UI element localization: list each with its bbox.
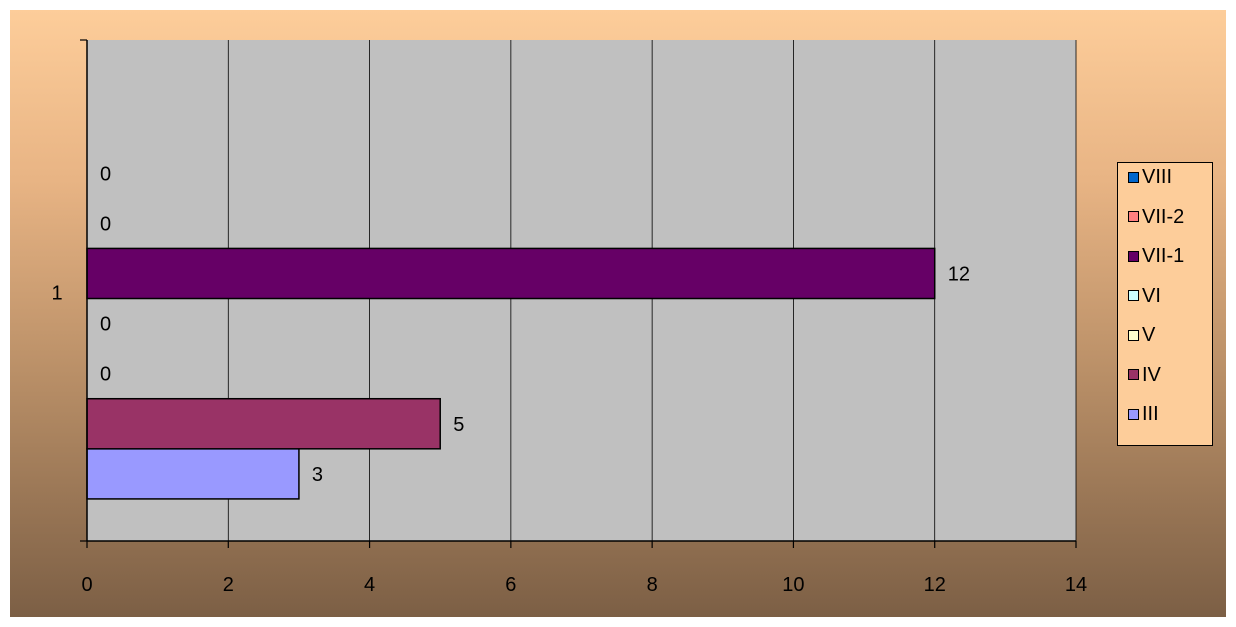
x-tick-label: 6 <box>505 574 516 596</box>
legend-swatch <box>1128 250 1139 262</box>
data-label-III: 3 <box>312 464 323 486</box>
legend-item-VI: VI <box>1128 284 1161 308</box>
data-label-VI: 0 <box>100 314 111 336</box>
data-label-VIII: 0 <box>100 163 111 185</box>
x-tick-label: 8 <box>647 574 658 596</box>
legend-item-V: V <box>1128 323 1155 347</box>
legend-item-VII-1: VII-1 <box>1128 244 1184 268</box>
legend-label: VII-1 <box>1142 245 1185 267</box>
legend-swatch <box>1128 211 1139 222</box>
legend: VIII VII-2 VII-1 VI V IV III <box>1117 162 1213 446</box>
legend-item-IV: IV <box>1128 363 1161 387</box>
legend-label: VIII <box>1142 166 1173 188</box>
legend-label: VI <box>1142 284 1161 307</box>
data-label-IV: 5 <box>453 414 464 436</box>
x-tick-label: 2 <box>223 574 234 596</box>
bar-III <box>86 448 300 500</box>
x-tick-label: 4 <box>364 574 375 596</box>
category-label: 1 <box>51 283 62 305</box>
legend-item-VII-2: VII-2 <box>1128 205 1184 229</box>
bars <box>86 247 936 500</box>
data-label-VII-1: 12 <box>948 263 970 285</box>
legend-swatch <box>1128 290 1139 301</box>
data-label-V: 0 <box>100 364 111 386</box>
bar-IV <box>86 397 441 450</box>
data-label-VII-2: 0 <box>100 213 111 235</box>
legend-swatch <box>1128 369 1139 380</box>
legend-swatch <box>1128 329 1139 341</box>
legend-label: VII-2 <box>1142 205 1185 228</box>
legend-label: V <box>1142 324 1156 346</box>
legend-label: IV <box>1142 363 1161 386</box>
x-tick-label: 12 <box>924 574 946 596</box>
legend-swatch <box>1128 408 1139 420</box>
axes: 0 2 4 6 8 10 12 14 1 <box>51 39 1087 596</box>
legend-item-VIII: VIII <box>1128 165 1172 189</box>
legend-swatch <box>1128 171 1139 183</box>
x-tick-label: 10 <box>782 574 804 596</box>
legend-item-III: III <box>1128 402 1159 426</box>
bar-VII-1 <box>86 247 936 300</box>
x-tick-label: 0 <box>81 574 92 596</box>
legend-label: III <box>1142 403 1159 425</box>
data-labels: 3 5 0 0 12 0 0 <box>100 163 970 486</box>
x-tick-label: 14 <box>1065 574 1087 596</box>
